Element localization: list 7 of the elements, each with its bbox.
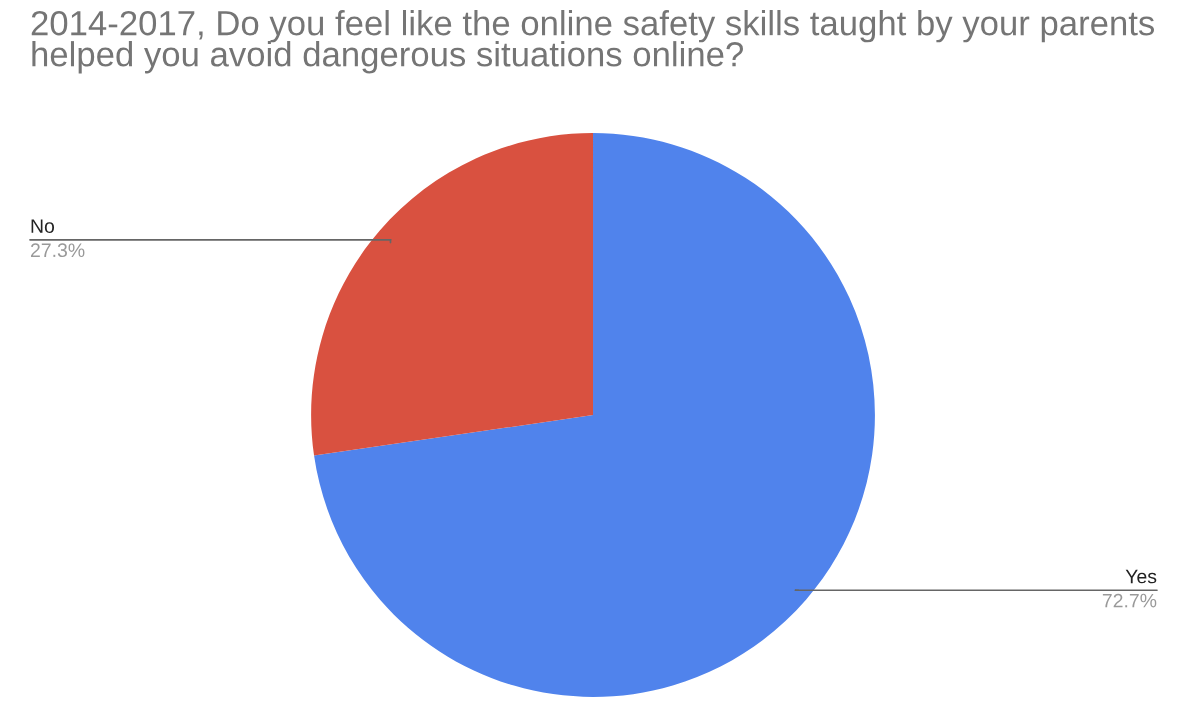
data-label: 27.3%: [30, 243, 85, 258]
slice-label: No: [31, 219, 55, 233]
pie-slice: [311, 133, 594, 456]
pie-slice: [314, 133, 875, 697]
chart-title: 2014-2017, Do you feel like the online safety skills taught by your parents helped you avoid dangerous situations online?: [31, 10, 1155, 74]
data-label: 72.7%: [1102, 593, 1157, 608]
slice-label: Yes: [1125, 569, 1157, 584]
